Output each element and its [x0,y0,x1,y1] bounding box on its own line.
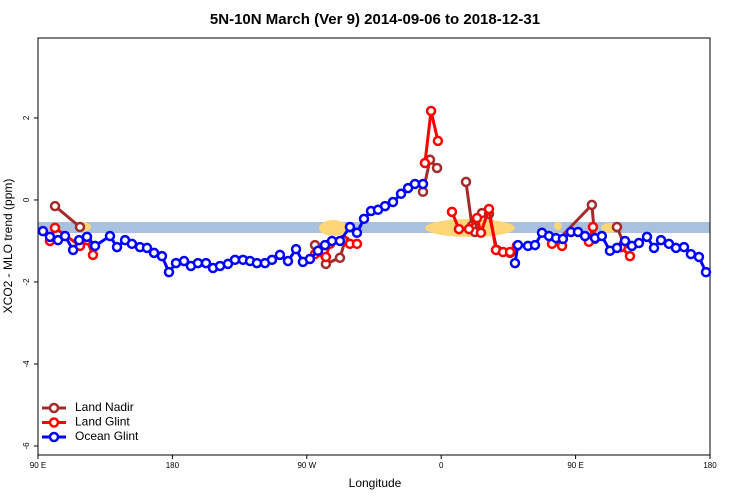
point [178,255,190,267]
point [693,251,705,263]
point [44,231,56,243]
point [463,223,475,235]
point [351,227,363,239]
land [319,220,347,236]
point [37,225,49,237]
point [351,238,363,250]
point [557,233,569,245]
point [156,250,168,262]
chart-title: 5N-10N March (Ver 9) 2014-09-06 to 2018-… [210,11,540,28]
point [200,257,212,269]
point [446,206,458,218]
point [670,242,682,254]
x-tick-label: 90 E [30,461,46,470]
x-tick-label: 0 [439,461,444,470]
y-tick-label: -4 [22,360,31,368]
point [81,231,93,243]
legend-label: Land Nadir [75,400,134,414]
x-axis-label: Longitude [349,476,402,490]
ocean-strip [38,222,710,233]
point [483,203,495,215]
point [74,221,86,233]
legend-marker [48,402,60,414]
point [586,199,598,211]
point [471,212,483,224]
point [432,135,444,147]
legend-label: Ocean Glint [75,429,139,443]
point [163,266,175,278]
point [624,250,636,262]
y-tick-label: 2 [22,115,31,120]
point [579,230,591,242]
point [509,257,521,269]
point [648,242,660,254]
point [229,254,241,266]
x-tick-label: 180 [703,461,717,470]
point [104,230,116,242]
point [141,242,153,254]
y-tick-label: 0 [22,197,31,202]
point [395,188,407,200]
point [417,178,429,190]
point [460,176,472,188]
point [266,254,278,266]
point [587,221,599,233]
y-tick-label: -6 [22,442,31,450]
x-tick-label: 90 E [567,461,583,470]
point [320,251,332,263]
point [358,213,370,225]
point [344,221,356,233]
point [87,249,99,261]
map-band [38,219,710,237]
point [619,235,631,247]
point [49,200,61,212]
point [290,243,302,255]
point [431,162,443,174]
point [611,221,623,233]
x-tick-label: 90 W [297,461,316,470]
point [49,222,61,234]
point [334,252,346,264]
point [419,157,431,169]
point [170,257,182,269]
point [409,178,421,190]
point [475,227,487,239]
point [387,196,399,208]
point [512,239,524,251]
point [641,231,653,243]
point [251,257,263,269]
y-axis-label: XCO2 - MLO trend (ppm) [1,179,15,314]
point [529,239,541,251]
legend-marker [48,431,60,443]
point [596,230,608,242]
point [633,237,645,249]
point [379,200,391,212]
legend-marker [48,417,60,428]
point [334,235,346,247]
point [59,230,71,242]
plot-frame [37,37,711,456]
land [554,222,562,230]
point [192,257,204,269]
point [425,105,437,117]
x-tick-label: 180 [166,461,180,470]
point [111,241,123,253]
point [282,255,294,267]
point [504,246,516,258]
point [655,234,667,246]
point [453,223,465,235]
point [67,244,79,256]
point [274,249,286,261]
point [678,241,690,253]
y-tick-label: -2 [22,278,31,286]
point [312,245,324,257]
point [126,238,138,250]
point [700,266,712,278]
point [89,240,101,252]
point [304,253,316,265]
point [685,248,697,260]
legend-label: Land Glint [75,415,130,429]
point [611,242,623,254]
